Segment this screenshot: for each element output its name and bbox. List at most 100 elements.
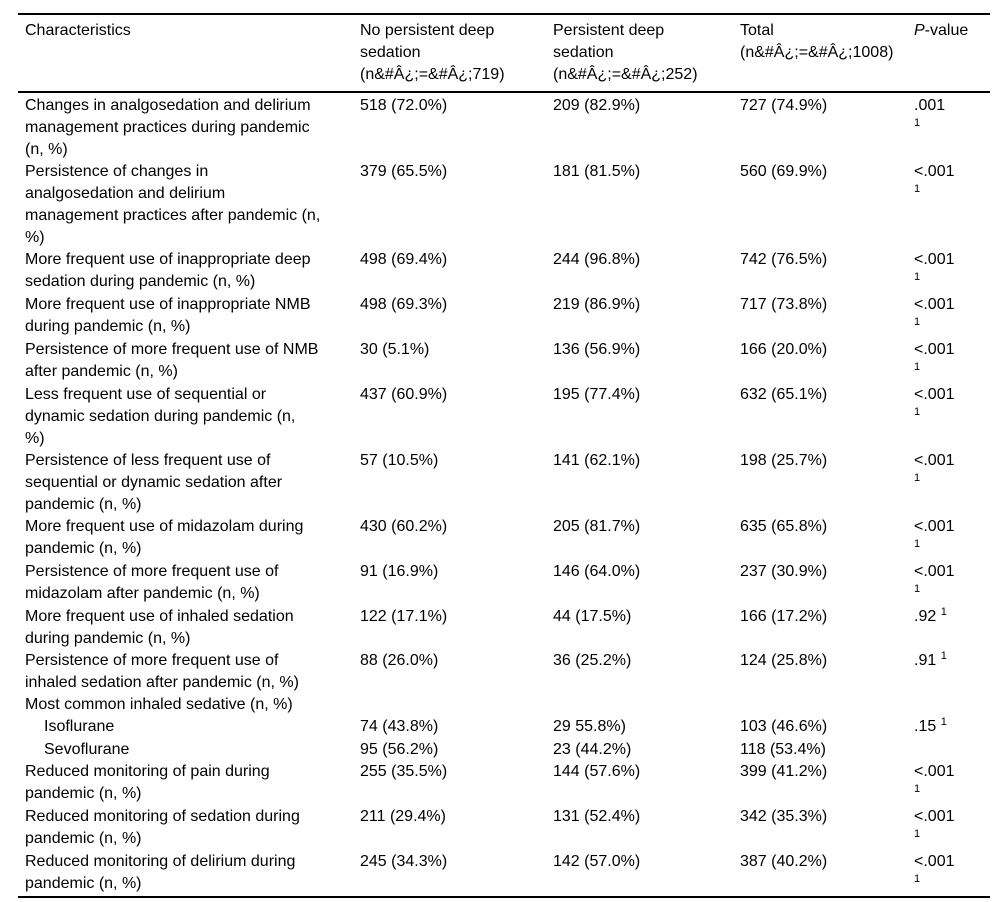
p-value-label-rest: -value: [924, 22, 969, 39]
no-persistent-deep-sedation-value: 88 (26.0%): [360, 652, 439, 669]
footnote-marker: 1: [940, 606, 947, 618]
table-row: Persistence of more frequent use of inha…: [18, 650, 990, 694]
persistent-deep-sedation-value: 181 (81.5%): [553, 163, 641, 180]
footnote-marker: 1: [914, 361, 921, 373]
total-value: 118 (53.4%): [740, 741, 826, 758]
row-label: Reduced monitoring of pain during pandem…: [25, 763, 270, 802]
footnote-marker: 1: [914, 406, 921, 418]
total-value: 717 (73.8%): [740, 296, 828, 313]
persistent-deep-sedation-value: 209 (82.9%): [553, 97, 641, 114]
no-persistent-deep-sedation-value: 498 (69.4%): [360, 251, 448, 268]
persistent-deep-sedation-value: 142 (57.0%): [553, 853, 641, 870]
footnote-marker: 1: [914, 828, 921, 840]
p-value: [914, 739, 990, 761]
row-label: More frequent use of inappropriate deep …: [25, 251, 311, 290]
row-label: Reduced monitoring of sedation during pa…: [25, 808, 300, 847]
total-value: 632 (65.1%): [740, 386, 828, 403]
table-row: Reduced monitoring of pain during pandem…: [18, 761, 990, 806]
no-persistent-deep-sedation-value: 379 (65.5%): [360, 163, 448, 180]
total-value: 342 (35.3%): [740, 808, 828, 825]
row-label: Persistence of less frequent use of sequ…: [25, 452, 283, 513]
table-top-rule: [18, 13, 990, 15]
table-header: Characteristics No persistent deep sedat…: [18, 15, 990, 91]
persistent-deep-sedation-value: 131 (52.4%): [553, 808, 641, 825]
table-row: More frequent use of inappropriate NMB d…: [18, 294, 990, 339]
p-value: <.001 1: [914, 163, 955, 195]
p-value: <.001 1: [914, 853, 955, 885]
footnote-marker: 1: [914, 583, 921, 595]
no-persistent-deep-sedation-value: 255 (35.5%): [360, 763, 448, 780]
table-row: Persistence of changes in analgosedation…: [18, 161, 990, 249]
p-value: <.001 1: [914, 763, 955, 795]
p-value: <.001 1: [914, 251, 955, 283]
table-row: More frequent use of midazolam during pa…: [18, 516, 990, 561]
p-value: .91 1: [914, 650, 947, 669]
no-persistent-deep-sedation-value: 91 (16.9%): [360, 563, 439, 580]
table-row: Reduced monitoring of sedation during pa…: [18, 806, 990, 851]
footnote-marker: 1: [914, 117, 921, 129]
p-value: <.001 1: [914, 386, 955, 418]
no-persistent-deep-sedation-value: [360, 694, 553, 716]
no-persistent-deep-sedation-value: 57 (10.5%): [360, 452, 439, 469]
footnote-marker: 1: [940, 716, 947, 728]
no-persistent-deep-sedation-value: 122 (17.1%): [360, 608, 448, 625]
persistent-deep-sedation-value: 144 (57.6%): [553, 763, 641, 780]
table-row: More frequent use of inhaled sedation du…: [18, 606, 990, 650]
persistent-deep-sedation-value: 44 (17.5%): [553, 608, 632, 625]
no-persistent-deep-sedation-value: 74 (43.8%): [360, 718, 439, 735]
footnote-marker: 1: [914, 873, 921, 885]
footnote-marker: 1: [914, 316, 921, 328]
no-persistent-deep-sedation-value: 211 (29.4%): [360, 808, 446, 825]
p-value: .001 1: [914, 97, 946, 129]
table-row: Persistence of more frequent use of mida…: [18, 561, 990, 606]
total-value: 166 (17.2%): [740, 608, 828, 625]
row-label: Reduced monitoring of delirium during pa…: [25, 853, 296, 892]
row-label: More frequent use of inhaled sedation du…: [25, 608, 294, 647]
row-label: Less frequent use of sequential or dynam…: [25, 386, 296, 447]
column-header-total: Total (n&#Â¿;=&#Â¿;1008): [740, 22, 894, 61]
table-row: Isoflurane 74 (43.8%) 29 55.8%) 103 (46.…: [18, 716, 990, 739]
column-header-no-persistent-deep-sedation: No persistent deep sedation (n&#Â¿;=&#Â¿…: [360, 22, 505, 83]
row-label: Persistence of more frequent use of mida…: [25, 563, 279, 602]
no-persistent-deep-sedation-value: 430 (60.2%): [360, 518, 448, 535]
persistent-deep-sedation-value: 23 (44.2%): [553, 741, 632, 758]
p-value: <.001 1: [914, 518, 955, 550]
p-value-italic-letter: P: [914, 22, 925, 39]
table-bottom-rule: [18, 896, 990, 898]
row-label: Persistence of more frequent use of NMB …: [25, 341, 319, 380]
no-persistent-deep-sedation-value: 498 (69.3%): [360, 296, 448, 313]
persistent-deep-sedation-value: 195 (77.4%): [553, 386, 641, 403]
no-persistent-deep-sedation-value: 518 (72.0%): [360, 97, 448, 114]
total-value: 124 (25.8%): [740, 652, 828, 669]
total-value: 635 (65.8%): [740, 518, 828, 535]
table-header-separator-rule: [18, 91, 990, 93]
table-row: More frequent use of inappropriate deep …: [18, 249, 990, 294]
p-value: <.001 1: [914, 296, 955, 328]
no-persistent-deep-sedation-value: 245 (34.3%): [360, 853, 448, 870]
table-row: Most common inhaled sedative (n, %): [18, 694, 990, 716]
footnote-marker: 1: [914, 783, 921, 795]
table-row: Reduced monitoring of delirium during pa…: [18, 851, 990, 896]
table-body: Changes in analgosedation and delirium m…: [18, 93, 990, 896]
persistent-deep-sedation-value: 29 55.8%): [553, 718, 626, 735]
column-header-characteristics: Characteristics: [25, 22, 131, 39]
total-value: 103 (46.6%): [740, 718, 828, 735]
table-row: Changes in analgosedation and delirium m…: [18, 95, 990, 161]
persistent-deep-sedation-value: 244 (96.8%): [553, 251, 641, 268]
total-value: [740, 694, 914, 716]
p-value: <.001 1: [914, 563, 955, 595]
persistent-deep-sedation-value: [553, 694, 740, 716]
p-value: <.001 1: [914, 452, 955, 484]
row-label: More frequent use of midazolam during pa…: [25, 518, 304, 557]
row-label: Isoflurane: [44, 718, 115, 735]
table-row: Persistence of less frequent use of sequ…: [18, 450, 990, 516]
total-value: 387 (40.2%): [740, 853, 828, 870]
row-label: Persistence of changes in analgosedation…: [25, 163, 321, 246]
total-value: 166 (20.0%): [740, 341, 828, 358]
row-label: Sevoflurane: [44, 741, 130, 758]
table-row: Persistence of more frequent use of NMB …: [18, 339, 990, 384]
column-header-p-value: P-value: [914, 20, 990, 86]
table-row: Sevoflurane 95 (56.2%) 23 (44.2%) 118 (5…: [18, 739, 990, 761]
footnote-marker: 1: [914, 538, 921, 550]
